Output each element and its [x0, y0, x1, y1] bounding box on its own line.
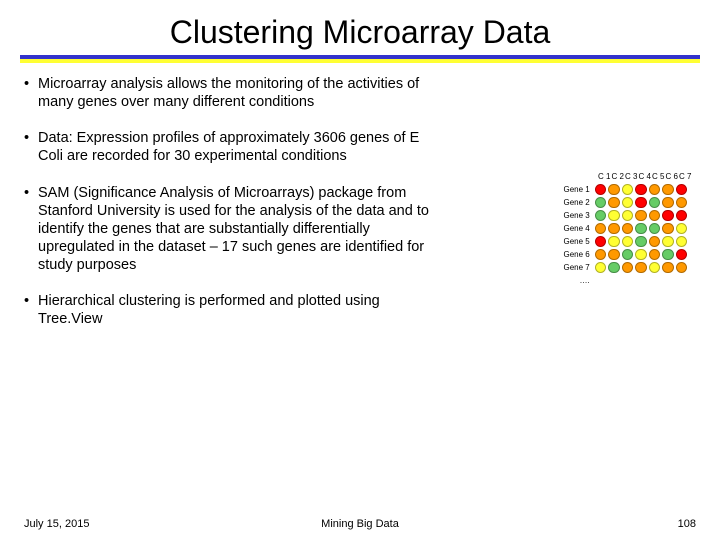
grid-dot — [622, 236, 634, 248]
grid-row-label: …. — [564, 274, 592, 287]
grid-dot — [608, 184, 620, 196]
bullet-mark: • — [24, 292, 38, 328]
grid-dot — [635, 223, 647, 235]
bullet-text: Hierarchical clustering is performed and… — [38, 292, 444, 328]
divider-top — [20, 55, 700, 59]
grid-row-label: Gene 6 — [564, 248, 592, 261]
grid-dot — [622, 197, 634, 209]
footer-title: Mining Big Data — [321, 518, 399, 530]
grid-row-label: Gene 3 — [564, 209, 592, 222]
footer-date: July 15, 2015 — [24, 518, 89, 530]
grid-col-header: C 5 — [652, 172, 666, 181]
grid-body: Gene 1Gene 2Gene 3Gene 4Gene 5Gene 6Gene… — [564, 183, 693, 287]
grid-row — [594, 183, 689, 196]
bullet-item: • Hierarchical clustering is performed a… — [24, 292, 444, 328]
grid-row — [594, 248, 689, 261]
grid-dot — [676, 184, 688, 196]
grid-dot — [595, 210, 607, 222]
bullet-mark: • — [24, 184, 38, 275]
grid-row — [594, 222, 689, 235]
grid-row — [594, 261, 689, 274]
grid-dot — [622, 223, 634, 235]
grid-dot — [622, 262, 634, 274]
grid-dot — [649, 249, 661, 261]
grid-column-headers: C 1C 2C 3C 4C 5C 6C 7 — [598, 172, 693, 181]
grid-dot — [649, 210, 661, 222]
grid-col-header: C 3 — [625, 172, 639, 181]
grid-dot — [595, 236, 607, 248]
grid-dot — [608, 262, 620, 274]
microarray-grid: C 1C 2C 3C 4C 5C 6C 7 Gene 1Gene 2Gene 3… — [564, 172, 693, 287]
grid-row — [594, 209, 689, 222]
grid-dot — [635, 262, 647, 274]
grid-row — [594, 235, 689, 248]
grid-dot — [635, 249, 647, 261]
grid-dot — [649, 262, 661, 274]
bullet-item: • Microarray analysis allows the monitor… — [24, 75, 444, 111]
grid-dot — [676, 197, 688, 209]
grid-row — [594, 196, 689, 209]
grid-dot — [622, 249, 634, 261]
grid-col-header: C 1 — [598, 172, 612, 181]
grid-dot — [595, 184, 607, 196]
grid-dot — [608, 223, 620, 235]
grid-dot — [676, 249, 688, 261]
bullet-text: Data: Expression profiles of approximate… — [38, 129, 444, 165]
grid-dot — [595, 249, 607, 261]
bullet-list: • Microarray analysis allows the monitor… — [24, 75, 444, 328]
grid-dot — [608, 210, 620, 222]
grid-dot — [676, 262, 688, 274]
grid-dot — [608, 236, 620, 248]
slide-title: Clustering Microarray Data — [0, 0, 720, 55]
bullet-text: Microarray analysis allows the monitorin… — [38, 75, 444, 111]
grid-dot — [676, 210, 688, 222]
grid-row-label: Gene 4 — [564, 222, 592, 235]
grid-dot — [676, 236, 688, 248]
grid-dot — [662, 236, 674, 248]
grid-dot — [635, 210, 647, 222]
grid-col-header: C 7 — [679, 172, 693, 181]
divider-bottom — [20, 59, 700, 63]
grid-dot — [662, 210, 674, 222]
grid-dot — [662, 262, 674, 274]
grid-row-label: Gene 2 — [564, 196, 592, 209]
grid-dot — [622, 210, 634, 222]
bullet-mark: • — [24, 129, 38, 165]
grid-dot — [649, 184, 661, 196]
bullet-text: SAM (Significance Analysis of Microarray… — [38, 184, 444, 275]
grid-dot — [649, 236, 661, 248]
grid-col-header: C 6 — [665, 172, 679, 181]
grid-row-labels: Gene 1Gene 2Gene 3Gene 4Gene 5Gene 6Gene… — [564, 183, 592, 287]
grid-dot — [662, 223, 674, 235]
grid-row-label: Gene 1 — [564, 183, 592, 196]
grid-dot — [595, 262, 607, 274]
grid-dot — [662, 197, 674, 209]
footer-page-number: 108 — [678, 518, 696, 530]
grid-dot — [649, 197, 661, 209]
grid-dot — [595, 197, 607, 209]
grid-row-label: Gene 7 — [564, 261, 592, 274]
grid-dot — [662, 184, 674, 196]
bullet-item: • SAM (Significance Analysis of Microarr… — [24, 184, 444, 275]
grid-col-header: C 2 — [611, 172, 625, 181]
grid-dot — [635, 197, 647, 209]
grid-row-label: Gene 5 — [564, 235, 592, 248]
bullet-mark: • — [24, 75, 38, 111]
grid-dot — [608, 197, 620, 209]
grid-dot — [662, 249, 674, 261]
grid-dot — [676, 223, 688, 235]
grid-dot — [635, 184, 647, 196]
bullet-item: • Data: Expression profiles of approxima… — [24, 129, 444, 165]
grid-dot — [608, 249, 620, 261]
grid-dot — [649, 223, 661, 235]
grid-dot — [635, 236, 647, 248]
dot-grid — [594, 183, 689, 287]
slide-footer: July 15, 2015 Mining Big Data 108 — [0, 518, 720, 530]
grid-col-header: C 4 — [638, 172, 652, 181]
grid-dot — [595, 223, 607, 235]
grid-dot — [622, 184, 634, 196]
